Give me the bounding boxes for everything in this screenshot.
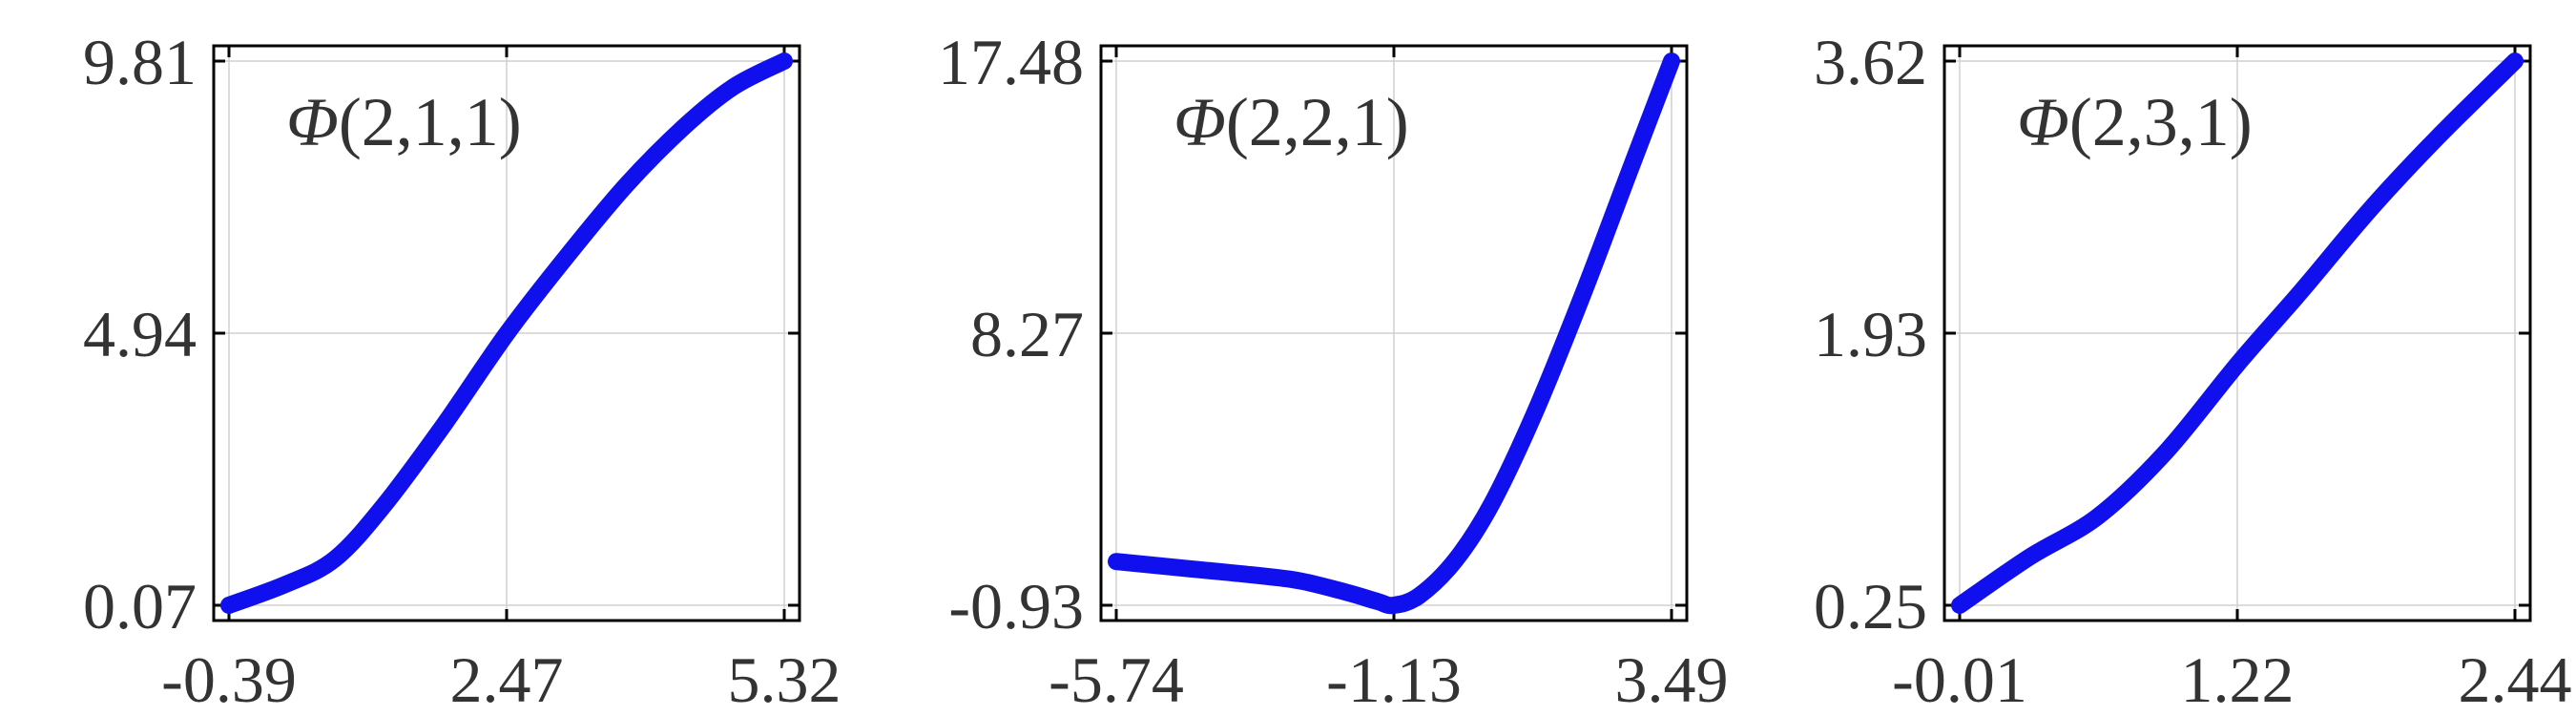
y-tick-label-2: 4.94 <box>83 298 197 370</box>
panel-title: Φ(2,1,1) <box>286 84 522 160</box>
x-tick-label-2: 1.22 <box>2181 643 2295 716</box>
y-tick-label-1: 0.07 <box>83 570 197 642</box>
panel-title: Φ(2,3,1) <box>2017 84 2253 160</box>
y-tick-label-3: 17.48 <box>938 26 1084 98</box>
x-tick-label-1: -5.74 <box>1049 643 1184 716</box>
x-tick-label-2: -1.13 <box>1326 643 1462 716</box>
y-tick-label-3: 3.62 <box>1814 26 1927 98</box>
y-tick-label-2: 8.27 <box>970 298 1084 370</box>
y-tick-label-2: 1.93 <box>1814 298 1927 370</box>
y-tick-label-1: -0.93 <box>948 570 1084 642</box>
series-line <box>1108 53 1680 615</box>
x-tick-label-3: 3.49 <box>1615 643 1729 716</box>
x-tick-label-3: 5.32 <box>728 643 841 716</box>
x-tick-label-1: -0.39 <box>161 643 297 716</box>
y-tick-label-3: 9.81 <box>83 26 197 98</box>
x-tick-label-1: -0.01 <box>1892 643 2027 716</box>
chart-panel-3: -0.01 1.22 2.44 0.25 1.93 3.62 Φ(2,3,1) <box>1814 26 2572 716</box>
x-tick-label-2: 2.47 <box>450 643 564 716</box>
y-tick-label-1: 0.25 <box>1814 570 1927 642</box>
panel-title: Φ(2,2,1) <box>1174 84 1409 160</box>
series-line <box>1951 53 2524 614</box>
series-line <box>220 53 793 614</box>
chart-panel-1: -0.39 2.47 5.32 0.07 4.94 9.81 Φ(2,1,1) <box>83 26 841 716</box>
x-tick-label-3: 2.44 <box>2459 643 2572 716</box>
chart-panel-2: -5.74 -1.13 3.49 -0.93 8.27 17.48 Φ(2,2,1) <box>938 26 1729 716</box>
